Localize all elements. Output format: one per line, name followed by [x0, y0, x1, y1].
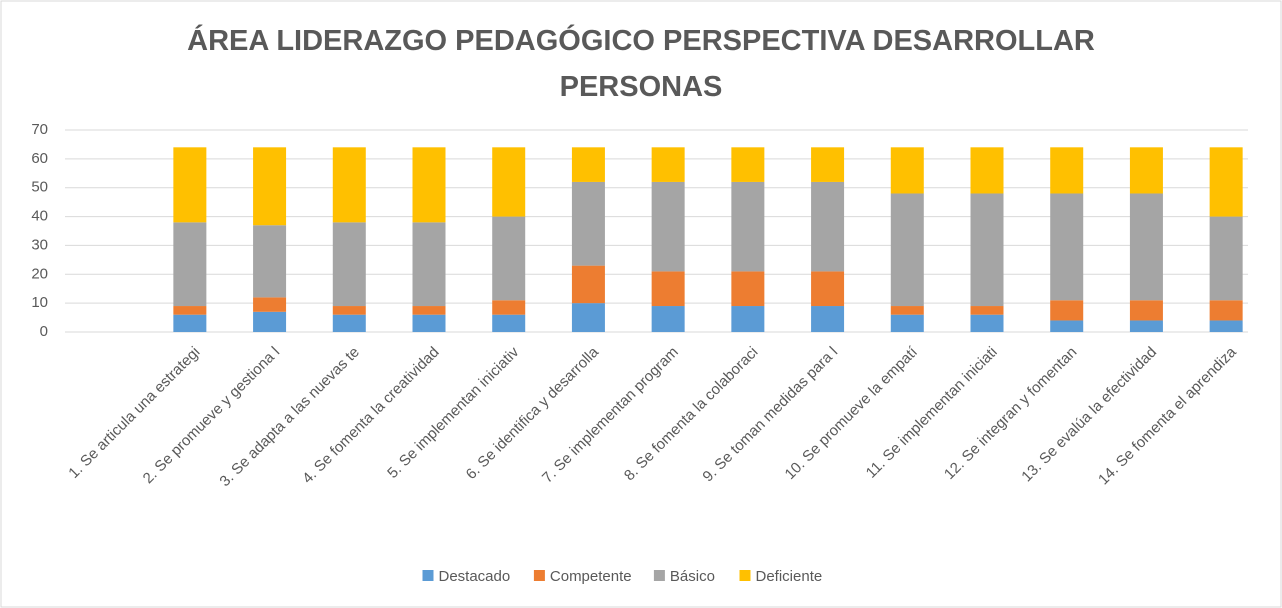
bar-segment: [651, 147, 685, 182]
bar-segment: [970, 314, 1004, 332]
bar-segment: [1129, 193, 1163, 301]
bar-segment: [1209, 300, 1243, 321]
x-tick-label: 11. Se implementan iniciati: [863, 344, 1001, 482]
bar-segment: [253, 297, 287, 312]
bar-segment: [1050, 320, 1084, 332]
legend-swatch: [422, 570, 434, 581]
bar-segment: [970, 147, 1004, 194]
bar-segment: [1129, 300, 1163, 321]
bar-segment: [970, 193, 1004, 307]
bar-segment: [890, 147, 924, 194]
bar-segment: [890, 193, 924, 307]
x-tick-label: 7. Se implementan program: [539, 344, 682, 487]
bar-segment: [651, 306, 685, 332]
x-tick-label: 4. Se fomenta la creatividad: [299, 344, 443, 488]
y-tick-label: 40: [31, 208, 48, 225]
bar-segment: [412, 147, 446, 223]
bar-segment: [731, 271, 765, 307]
x-tick-label: 5. Se implementan iniciativ: [384, 343, 523, 482]
x-tick-label: 10. Se promueve la empatí: [782, 343, 922, 483]
bar-segment: [412, 306, 446, 315]
bar-segment: [492, 216, 526, 301]
x-tick-label: 13. Se evalúa la efectividad: [1018, 344, 1160, 486]
bar-segment: [332, 314, 366, 332]
legend-label: Competente: [550, 568, 632, 585]
x-tick-label: 12. Se integran y fomentan: [941, 344, 1080, 483]
bar-segment: [412, 314, 446, 332]
legend-label: Básico: [670, 568, 715, 585]
x-tick-label: 9. Se toman medidas para l: [699, 344, 841, 486]
y-tick-label: 30: [31, 236, 48, 253]
bar-segment: [731, 306, 765, 332]
bar-segment: [492, 300, 526, 315]
legend-label: Destacado: [439, 568, 511, 585]
bar-segment: [1209, 216, 1243, 301]
bar-segment: [651, 271, 685, 307]
bar-segment: [571, 147, 605, 182]
bar-segment: [1209, 147, 1243, 217]
y-tick-label: 0: [40, 323, 48, 340]
bar-segment: [811, 271, 845, 307]
bar-segment: [332, 147, 366, 223]
bar-segment: [492, 147, 526, 217]
bar-segment: [1129, 320, 1163, 332]
legend-swatch: [739, 570, 751, 581]
bar-segment: [173, 306, 207, 315]
y-tick-label: 20: [31, 265, 48, 282]
y-tick-label: 70: [31, 121, 48, 138]
bar-segment: [890, 314, 924, 332]
bar-segment: [173, 222, 207, 307]
legend-swatch: [653, 570, 665, 581]
bar-segment: [571, 181, 605, 266]
chart-title: ÁREA LIDERAZGO PEDAGÓGICO PERSPECTIVA DE…: [187, 25, 1095, 103]
x-tick-label: 6. Se identifica y desarrolla: [463, 343, 603, 483]
y-tick-label: 60: [31, 150, 48, 167]
x-tick-label: 3. Se adapta a las nuevas te: [216, 344, 362, 490]
bar-segment: [811, 147, 845, 182]
bar-segment: [970, 306, 1004, 315]
bar-segment: [571, 303, 605, 332]
bar-segment: [571, 265, 605, 304]
bar-segment: [811, 306, 845, 332]
y-tick-label: 50: [31, 179, 48, 196]
bar-segment: [412, 222, 446, 307]
y-tick-label: 10: [31, 294, 48, 311]
bar-segment: [492, 314, 526, 332]
bar-segment: [332, 222, 366, 307]
bar-segment: [731, 147, 765, 182]
bar-segment: [173, 147, 207, 223]
x-tick-label: 14. Se fomenta el aprendiza: [1095, 343, 1240, 488]
bar-segment: [1050, 147, 1084, 194]
bar-segment: [173, 314, 207, 332]
bar-segment: [332, 306, 366, 315]
bar-segment: [1050, 300, 1084, 321]
x-tick-label: 8. Se fomenta la colaboraci: [621, 344, 762, 485]
bar-segment: [890, 306, 924, 315]
x-tick-label: 1. Se articula una estrategi: [65, 344, 203, 482]
bar-segment: [1129, 147, 1163, 194]
bar-segment: [731, 181, 765, 272]
bar-segment: [1050, 193, 1084, 301]
legend-swatch: [533, 570, 545, 581]
x-tick-label: 2. Se promueve y gestiona l: [140, 344, 284, 488]
legend-label: Deficiente: [756, 568, 823, 585]
bar-segment: [1209, 320, 1243, 332]
bar-segment: [811, 181, 845, 272]
bar-segment: [253, 225, 287, 298]
bar-segment: [253, 311, 287, 332]
bar-segment: [651, 181, 685, 272]
bar-segment: [253, 147, 287, 226]
